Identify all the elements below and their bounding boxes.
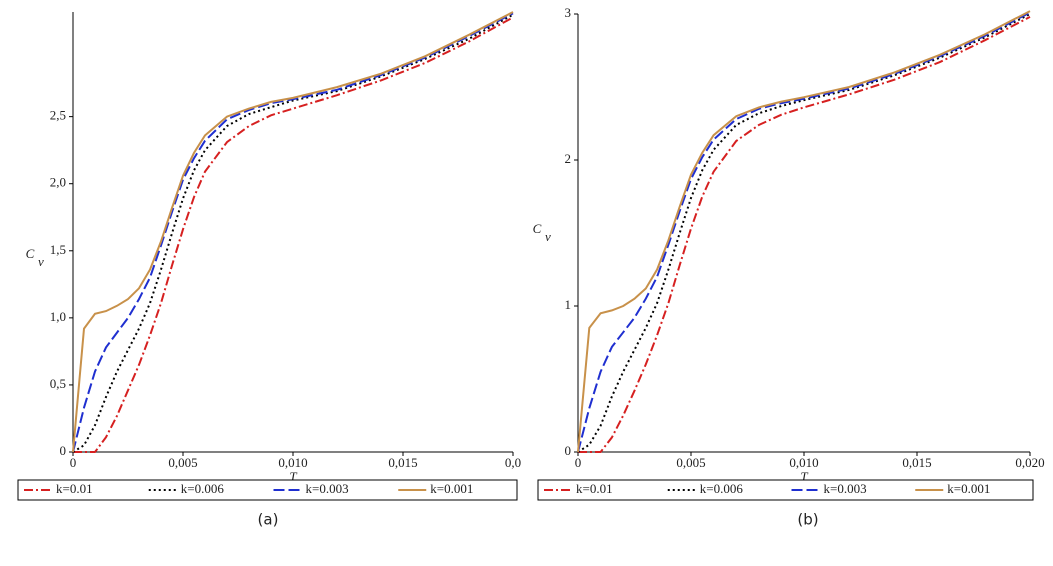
y-tick-label: 2,5 bbox=[50, 108, 66, 123]
x-tick-label: 0,010 bbox=[278, 455, 307, 470]
legend-label: k=0.006 bbox=[181, 481, 225, 496]
legend-label: k=0.006 bbox=[700, 481, 744, 496]
series-line bbox=[577, 11, 1031, 453]
legend-box bbox=[17, 479, 518, 501]
x-tick-label: 0,010 bbox=[789, 455, 818, 470]
x-tick-label: 0,015 bbox=[388, 455, 417, 470]
y-tick-label: 0 bbox=[60, 443, 67, 458]
legend-label: k=0.001 bbox=[947, 481, 990, 496]
series-line bbox=[578, 16, 1031, 453]
y-axis-label: C bbox=[533, 221, 542, 236]
series-line bbox=[577, 10, 1031, 453]
y-axis-label: C bbox=[26, 246, 35, 261]
y-tick-label: 1 bbox=[565, 297, 572, 312]
caption: (b) bbox=[797, 511, 818, 529]
caption: (a) bbox=[258, 511, 279, 529]
y-axis-label-subscript: v bbox=[38, 254, 44, 269]
series-line bbox=[72, 11, 514, 453]
legend-label: k=0.003 bbox=[306, 481, 349, 496]
x-axis-label: T bbox=[289, 469, 297, 484]
x-axis-label: T bbox=[800, 469, 808, 484]
x-tick-label: 0 bbox=[575, 455, 582, 470]
panel: 0 0,005 0,010 0,015 0,0 0 0,5 1,0 1,5 2,0 2,5 T Cv k=… bbox=[17, 11, 521, 529]
series-line bbox=[577, 13, 1031, 453]
legend-label: k=0.003 bbox=[824, 481, 867, 496]
y-axis-label-subscript: v bbox=[545, 229, 551, 244]
legend-label: k=0.001 bbox=[430, 481, 473, 496]
x-tick-label: 0 bbox=[70, 455, 77, 470]
x-tick-label: 0,005 bbox=[168, 455, 197, 470]
series-line bbox=[73, 16, 514, 453]
y-tick-label: 1,0 bbox=[50, 309, 66, 324]
y-tick-label: 3 bbox=[565, 5, 572, 20]
series-line bbox=[72, 13, 514, 453]
legend-label: k=0.01 bbox=[56, 481, 93, 496]
y-tick-label: 2,0 bbox=[50, 175, 66, 190]
legend-box bbox=[537, 479, 1034, 501]
y-tick-label: 2 bbox=[565, 151, 572, 166]
series-line bbox=[72, 12, 514, 453]
x-tick-label: 0,020 bbox=[1015, 455, 1044, 470]
legend-label: k=0.01 bbox=[576, 481, 613, 496]
panel: 0 0,005 0,010 0,015 0,020 0 1 2 3 T Cv k=0.01 k=0.00… bbox=[533, 5, 1045, 529]
x-tick-label: 0,015 bbox=[902, 455, 931, 470]
x-tick-label: 0,005 bbox=[676, 455, 705, 470]
y-tick-label: 1,5 bbox=[50, 242, 66, 257]
x-tick-label: 0,0 bbox=[505, 455, 521, 470]
y-tick-label: 0,5 bbox=[50, 376, 66, 391]
y-tick-label: 0 bbox=[565, 443, 572, 458]
